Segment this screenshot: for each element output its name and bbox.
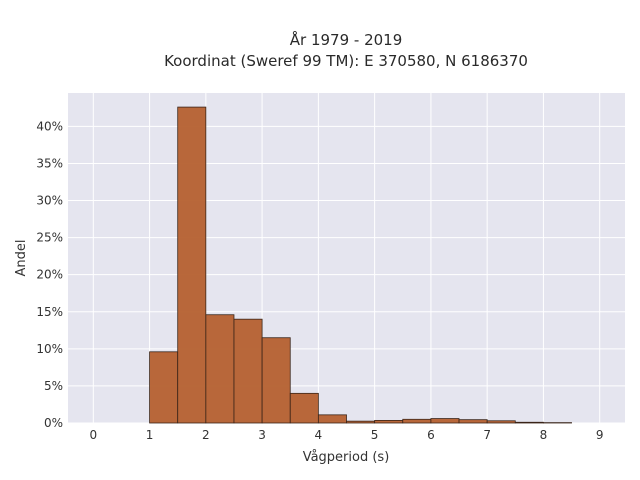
histogram-bar xyxy=(289,392,319,424)
histogram-bar xyxy=(514,421,544,424)
x-tick-label: 5 xyxy=(371,428,379,442)
histogram-bar xyxy=(149,351,179,424)
histogram-bar xyxy=(177,106,207,424)
histogram-bar xyxy=(430,418,460,424)
y-tick-label: 5% xyxy=(44,379,63,393)
x-axis-ticks: 0 1 2 3 4 5 6 7 8 9 xyxy=(89,428,603,442)
y-tick-label: 40% xyxy=(36,119,63,133)
x-axis-label: Vågperiod (s) xyxy=(303,450,390,465)
bars xyxy=(149,106,572,424)
chart-title-line1: År 1979 - 2019 xyxy=(290,30,403,49)
y-tick-label: 20% xyxy=(36,268,63,282)
y-tick-label: 25% xyxy=(36,231,63,245)
x-tick-label: 8 xyxy=(540,428,548,442)
y-axis-ticks: 0% 5% 10% 15% 20% 25% 30% 35% 40% xyxy=(36,119,63,430)
y-tick-label: 35% xyxy=(36,156,63,170)
y-tick-label: 15% xyxy=(36,305,63,319)
histogram-bar xyxy=(205,314,235,424)
x-tick-label: 7 xyxy=(483,428,491,442)
histogram-bar xyxy=(261,337,291,424)
y-axis-label: Andel xyxy=(14,240,29,277)
y-tick-label: 0% xyxy=(44,416,63,430)
x-tick-label: 4 xyxy=(315,428,323,442)
y-tick-label: 30% xyxy=(36,194,63,208)
x-tick-label: 3 xyxy=(258,428,266,442)
chart-title-line2: Koordinat (Sweref 99 TM): E 370580, N 61… xyxy=(164,52,528,70)
histogram-bar xyxy=(402,418,432,424)
histogram-bar xyxy=(233,318,263,424)
x-tick-label: 9 xyxy=(596,428,604,442)
histogram-bar xyxy=(458,419,488,424)
x-tick-label: 1 xyxy=(146,428,154,442)
y-tick-label: 10% xyxy=(36,342,63,356)
x-tick-label: 6 xyxy=(427,428,435,442)
x-tick-label: 2 xyxy=(202,428,210,442)
histogram-bar xyxy=(374,420,404,424)
x-tick-label: 0 xyxy=(89,428,97,442)
histogram-bar xyxy=(317,414,347,424)
histogram-bar xyxy=(486,420,516,424)
histogram-bar xyxy=(346,420,376,424)
